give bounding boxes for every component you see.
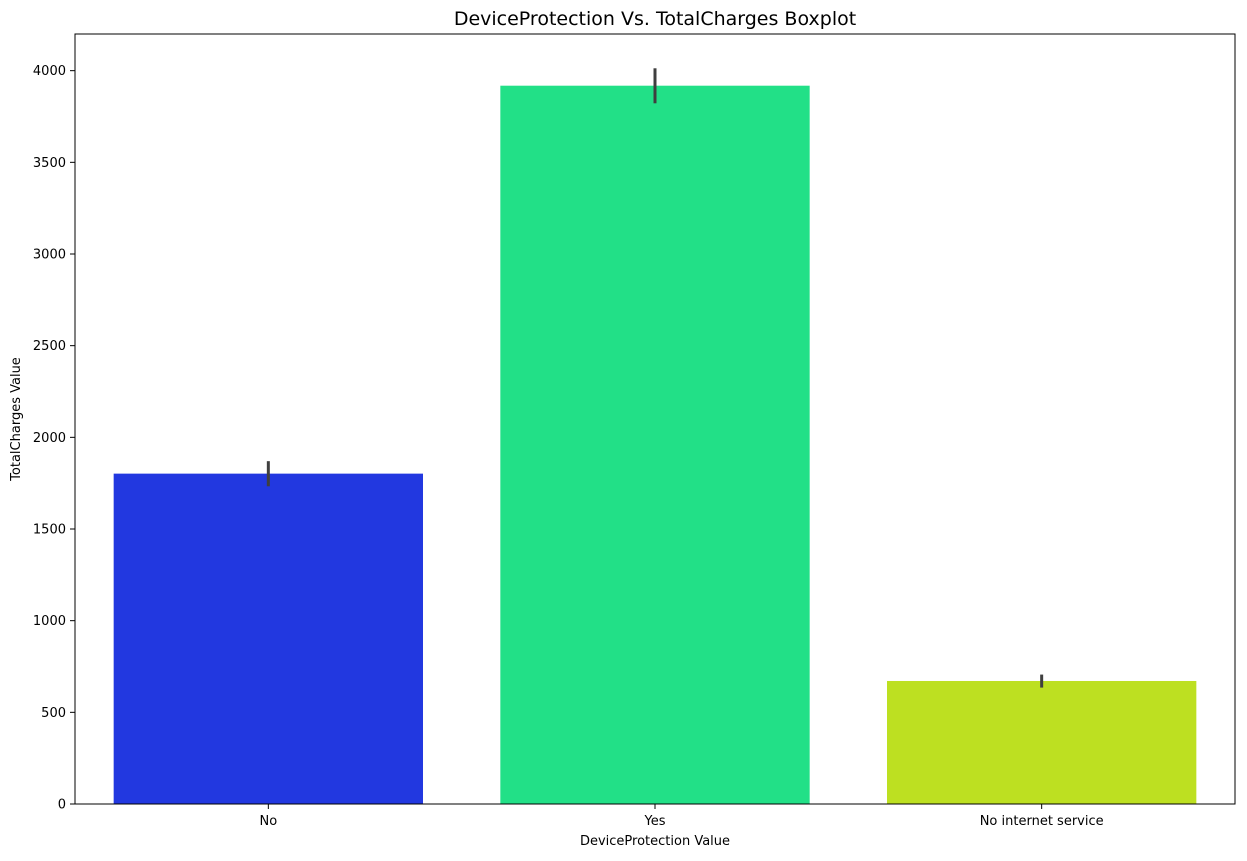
y-tick-label: 500 (41, 706, 66, 721)
chart-title: DeviceProtection Vs. TotalCharges Boxplo… (454, 8, 856, 30)
y-tick-label: 1000 (33, 614, 66, 629)
x-tick-label: No (259, 814, 277, 829)
x-axis: No Yes No internet service (259, 804, 1104, 829)
bar-no-internet-service (887, 680, 1197, 804)
x-tick-label: No internet service (980, 814, 1104, 829)
bar-no (113, 473, 424, 804)
y-tick-label: 0 (58, 798, 66, 813)
bars-group (113, 85, 1197, 804)
x-axis-label: DeviceProtection Value (580, 834, 730, 849)
y-tick-label: 3000 (33, 248, 66, 263)
y-tick-label: 2000 (33, 431, 66, 446)
plot-frame (74, 33, 1236, 805)
y-tick-label: 4000 (33, 64, 66, 79)
errorbars-group (266, 68, 1044, 688)
y-axis-label: TotalCharges Value (9, 357, 24, 482)
y-tick-label: 1500 (33, 523, 66, 538)
y-tick-label: 3500 (33, 156, 66, 171)
x-tick-label: Yes (644, 814, 666, 829)
y-axis: 0 500 1000 1500 2000 2500 3000 3500 4000 (33, 64, 75, 813)
bar-yes (500, 85, 810, 804)
y-tick-label: 2500 (33, 339, 66, 354)
